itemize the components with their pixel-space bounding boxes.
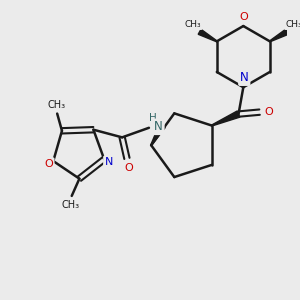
Text: O: O (265, 107, 274, 117)
Text: CH₃: CH₃ (62, 200, 80, 209)
Text: N: N (240, 71, 249, 84)
Polygon shape (198, 29, 217, 42)
Polygon shape (270, 29, 288, 42)
Text: O: O (44, 159, 53, 169)
Polygon shape (212, 111, 240, 126)
Text: N: N (154, 120, 163, 133)
Polygon shape (151, 124, 165, 146)
Text: N: N (105, 157, 113, 167)
Text: CH₃: CH₃ (184, 20, 201, 28)
Text: O: O (239, 12, 248, 22)
Text: CH₃: CH₃ (47, 100, 65, 110)
Text: O: O (124, 163, 133, 173)
Text: CH₃: CH₃ (285, 20, 300, 28)
Text: H: H (149, 113, 157, 123)
